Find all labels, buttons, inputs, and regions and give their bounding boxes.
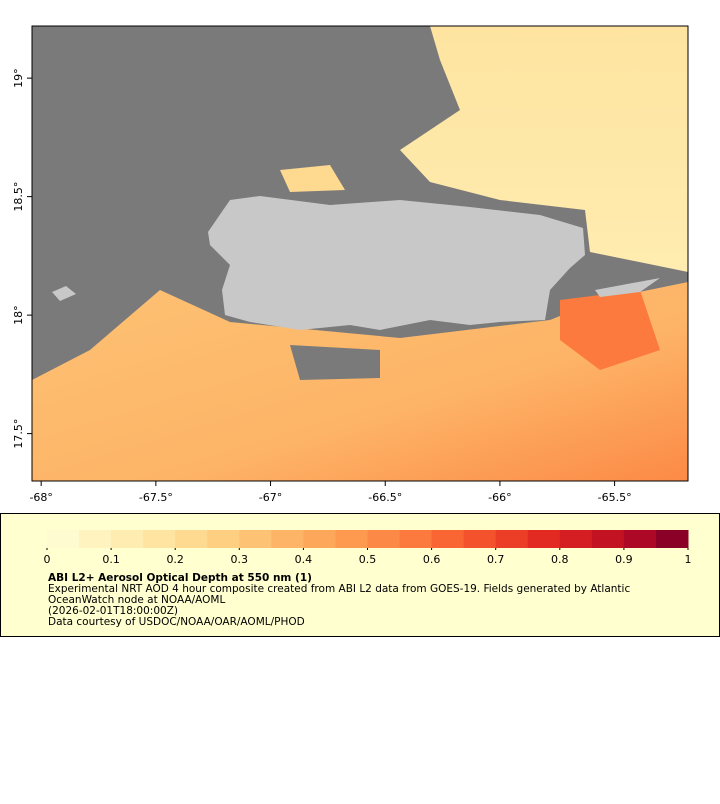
x-tick-label: -66° — [488, 491, 511, 504]
colorbar-bin — [367, 530, 401, 548]
colorbar-bin — [431, 530, 465, 548]
y-tick-label: 17.5° — [12, 419, 25, 449]
colorbar-bin — [495, 530, 529, 548]
colorbar-bin — [111, 530, 144, 548]
colorbar-bin — [335, 530, 368, 548]
caption-line: (2026-02-01T18:00:00Z) — [48, 605, 178, 617]
ocean-aod-patch — [280, 165, 345, 192]
y-tick-label: 18° — [12, 305, 25, 325]
x-tick-label: -67° — [259, 491, 282, 504]
colorbar-tick-label: 0.8 — [551, 553, 569, 566]
x-tick-label: -67.5° — [139, 491, 173, 504]
x-tick-label: -65.5° — [598, 491, 632, 504]
colorbar-bin — [239, 530, 272, 548]
colorbar-bin — [143, 530, 176, 548]
colorbar-bin — [527, 530, 561, 548]
ocean-aod-north — [400, 26, 688, 272]
land-mona — [52, 286, 76, 301]
x-tick-label: -68° — [29, 491, 52, 504]
colorbar-tick-label: 0.9 — [615, 553, 633, 566]
caption-line: Experimental NRT AOD 4 hour composite cr… — [48, 583, 630, 595]
colorbar-bin — [79, 530, 112, 548]
colorbar-tick-label: 0 — [44, 553, 51, 566]
land-vieques — [595, 278, 660, 297]
colorbar-bin — [559, 530, 593, 548]
colorbar-tick-label: 0.5 — [359, 553, 377, 566]
colorbar-bin — [175, 530, 208, 548]
land-puerto-rico — [208, 196, 585, 330]
colorbar-tick-label: 0.4 — [295, 553, 313, 566]
colorbar-tick-label: 0.3 — [231, 553, 249, 566]
ocean-aod-south — [32, 282, 688, 481]
colorbar-bin — [463, 530, 497, 548]
x-tick-label: -66.5° — [368, 491, 402, 504]
caption-line: OceanWatch node at NOAA/AOML — [48, 594, 225, 606]
map-area — [32, 26, 688, 481]
y-tick-label: 18.5° — [12, 182, 25, 212]
ocean-aod-high — [560, 290, 660, 370]
caption-title: ABI L2+ Aerosol Optical Depth at 550 nm … — [48, 572, 312, 584]
colorbar-tick-label: 0.7 — [487, 553, 505, 566]
colorbar-bin — [303, 530, 336, 548]
caption-line: Data courtesy of USDOC/NOAA/OAR/AOML/PHO… — [48, 616, 305, 628]
colorbar-bin — [271, 530, 304, 548]
colorbar-bin — [655, 530, 689, 548]
colorbar-bin — [399, 530, 433, 548]
colorbar-tick-label: 0.2 — [166, 553, 184, 566]
colorbar-tick-label: 1 — [685, 553, 692, 566]
colorbar-bin — [47, 530, 80, 548]
colorbar-tick-label: 0.6 — [423, 553, 441, 566]
colorbar-bin — [207, 530, 240, 548]
no-data-patch — [290, 345, 380, 380]
colorbar-tick-label: 0.1 — [102, 553, 120, 566]
y-tick-label: 19° — [12, 68, 25, 88]
colorbar-bin — [591, 530, 625, 548]
colorbar-bin — [623, 530, 657, 548]
map-frame — [31, 25, 689, 482]
